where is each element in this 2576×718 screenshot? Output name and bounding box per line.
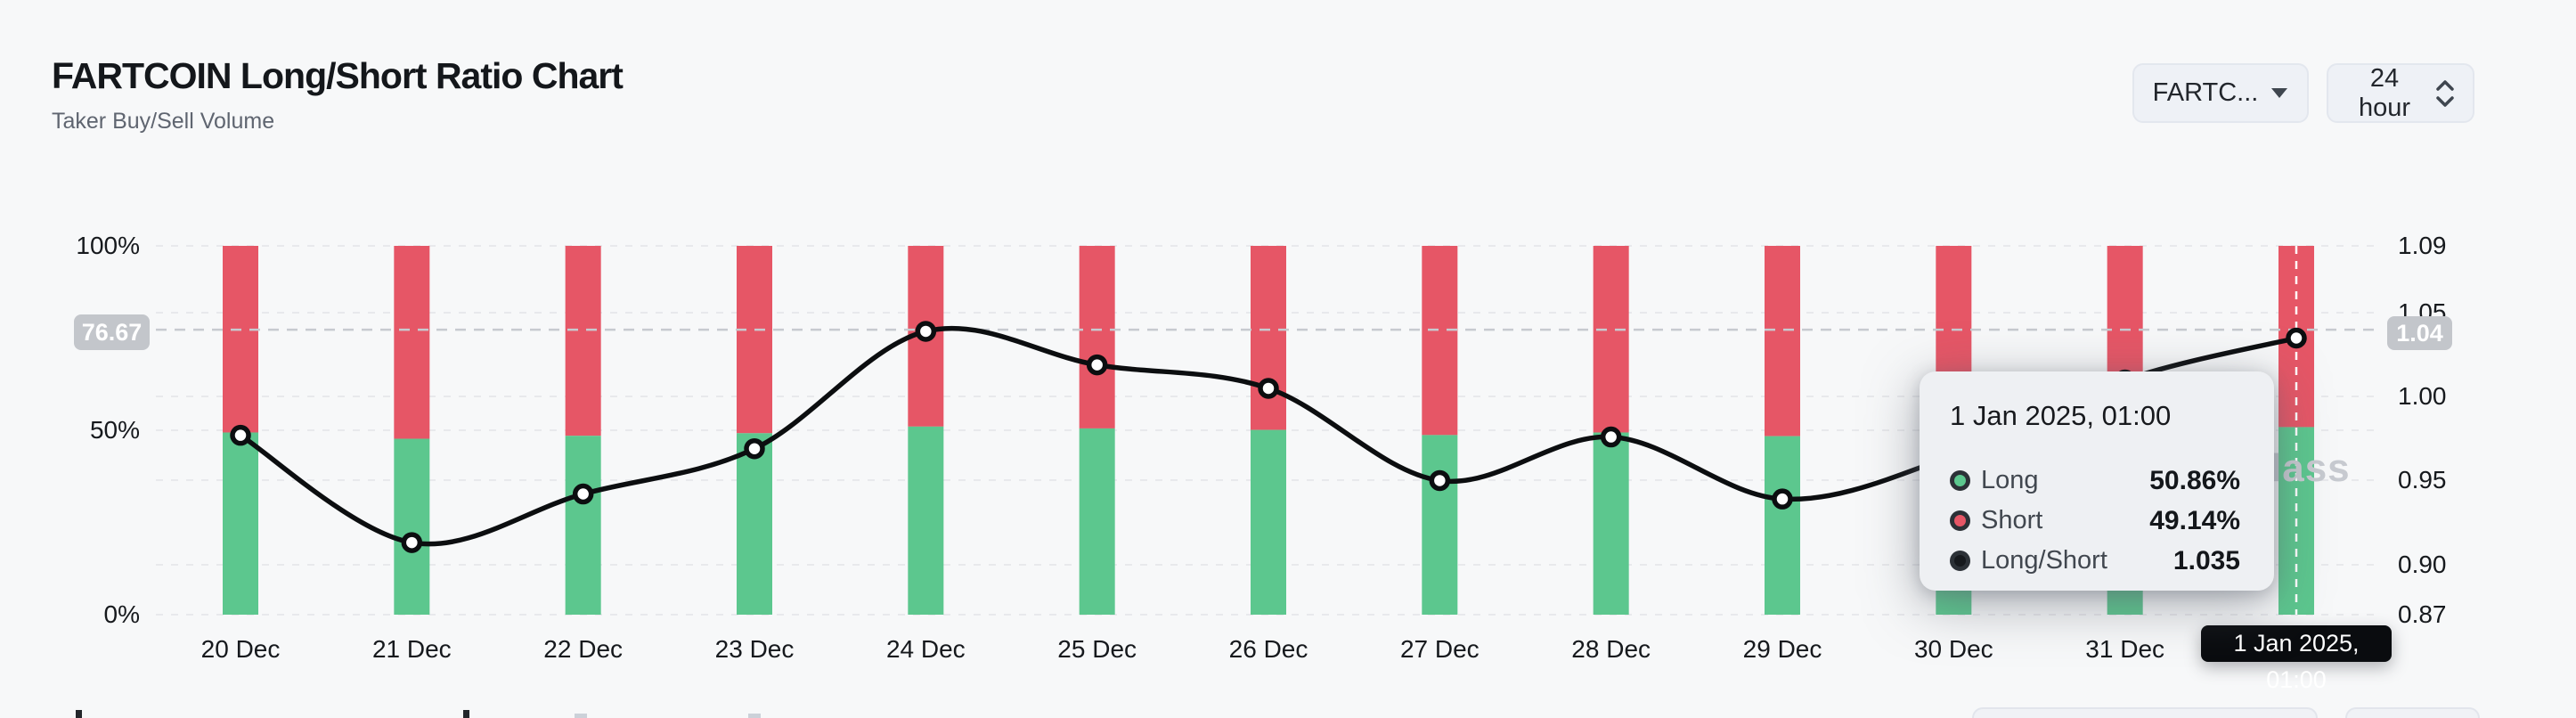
bar-long-26 Dec[interactable] [1251, 429, 1286, 615]
chart-tooltip: 1 Jan 2025, 01:00 Long 50.86% Short 49.1… [1920, 371, 2274, 591]
tooltip-row-value: 50.86% [2149, 465, 2240, 495]
bar-short-21 Dec[interactable] [394, 246, 430, 439]
tooltip-row-label: Long [1981, 466, 2039, 494]
page-subtitle: Taker Buy/Sell Volume [52, 109, 275, 134]
crosshair-left-value-badge: 76.67 [74, 314, 150, 350]
line-point-27 Dec[interactable] [1429, 469, 1451, 492]
right-axis-tick: 0.90 [2398, 550, 2447, 578]
line-point-21 Dec[interactable] [401, 532, 423, 553]
x-axis-label: 26 Dec [1228, 635, 1308, 663]
interval-dropdown-label: 24 hour [2358, 63, 2411, 122]
short-series-marker-icon [1950, 510, 1970, 531]
left-axis-tick: 0% [103, 600, 140, 628]
bar-long-29 Dec[interactable] [1765, 436, 1800, 615]
bar-short-29 Dec[interactable] [1765, 246, 1800, 437]
x-axis-label: 22 Dec [543, 635, 624, 663]
left-axis-tick: 100% [76, 232, 140, 259]
tooltip-title: 1 Jan 2025, 01:00 [1950, 400, 2172, 431]
cutoff-fragment [463, 710, 469, 718]
cutoff-fragment [575, 714, 587, 718]
line-point-23 Dec[interactable] [744, 437, 765, 460]
crosshair-date-badge: 1 Jan 2025, 01:00 [2201, 625, 2392, 693]
bar-short-22 Dec[interactable] [565, 246, 601, 437]
tooltip-row-label: Long/Short [1981, 546, 2107, 575]
symbol-dropdown-label: FARTC... [2152, 78, 2259, 107]
x-axis-label: 21 Dec [371, 635, 452, 663]
bar-long-24 Dec[interactable] [908, 426, 944, 615]
tooltip-row-short: Short 49.14% [1950, 501, 2240, 541]
x-axis-label: 29 Dec [1742, 635, 1822, 663]
bar-short-25 Dec[interactable] [1079, 246, 1115, 428]
cutoff-fragment [76, 710, 82, 718]
chevron-down-icon [2271, 88, 2288, 98]
x-axis-label: 28 Dec [1571, 635, 1651, 663]
x-axis-label: 27 Dec [1399, 635, 1480, 663]
line-point-22 Dec[interactable] [572, 483, 594, 505]
tooltip-row-ratio: Long/Short 1.035 [1950, 541, 2240, 581]
bar-long-25 Dec[interactable] [1079, 428, 1115, 615]
bar-long-23 Dec[interactable] [737, 433, 772, 615]
x-axis-label: 25 Dec [1057, 635, 1137, 663]
bar-long-28 Dec[interactable] [1593, 432, 1629, 615]
line-point-26 Dec[interactable] [1258, 378, 1279, 399]
right-axis-tick: 0.87 [2398, 600, 2447, 628]
x-axis-label: 24 Dec [885, 635, 966, 663]
bar-short-27 Dec[interactable] [1422, 246, 1458, 436]
x-axis-label: 23 Dec [714, 635, 795, 663]
bar-short-26 Dec[interactable] [1251, 246, 1286, 430]
bar-long-20 Dec[interactable] [223, 432, 258, 615]
bar-long-27 Dec[interactable] [1422, 435, 1458, 615]
x-axis-label: 20 Dec [200, 635, 281, 663]
tooltip-row-long: Long 50.86% [1950, 461, 2240, 501]
right-axis-tick: 1.00 [2398, 382, 2447, 411]
symbol-dropdown[interactable]: FARTC... [2132, 63, 2309, 123]
bar-short-20 Dec[interactable] [223, 246, 258, 433]
tooltip-row-value: 49.14% [2149, 505, 2240, 535]
line-point-28 Dec[interactable] [1600, 426, 1622, 448]
line-point-1 Jan 2025, 01:00[interactable] [2286, 327, 2307, 349]
cutoff-button[interactable] [2345, 707, 2480, 718]
interval-dropdown[interactable]: 24 hour [2327, 63, 2474, 123]
line-point-25 Dec[interactable] [1086, 354, 1108, 376]
right-axis-tick: 0.95 [2398, 466, 2447, 494]
chevrons-up-down-icon [2436, 79, 2454, 107]
tooltip-row-value: 1.035 [2172, 545, 2240, 575]
coinglass-watermark: lass [2270, 446, 2351, 490]
left-axis-tick: 50% [89, 416, 140, 444]
page-title: FARTCOIN Long/Short Ratio Chart [52, 55, 624, 96]
bar-long-22 Dec[interactable] [565, 436, 601, 615]
bar-short-23 Dec[interactable] [737, 246, 772, 434]
cutoff-fragment [748, 714, 761, 718]
bar-short-28 Dec[interactable] [1593, 246, 1629, 433]
bar-long-21 Dec[interactable] [394, 438, 430, 615]
x-axis-label: 31 Dec [2085, 635, 2165, 663]
x-axis-label: 30 Dec [1913, 635, 1993, 663]
cutoff-button[interactable] [1972, 707, 2318, 718]
line-point-24 Dec[interactable] [915, 321, 937, 342]
long-series-marker-icon [1950, 470, 1970, 491]
line-point-29 Dec[interactable] [1772, 488, 1793, 510]
right-axis-tick: 1.09 [2398, 232, 2447, 259]
line-point-20 Dec[interactable] [230, 424, 251, 446]
tooltip-row-label: Short [1981, 506, 2043, 534]
crosshair-right-value-badge: 1.04 [2387, 316, 2452, 350]
ratio-series-marker-icon [1950, 551, 1970, 571]
